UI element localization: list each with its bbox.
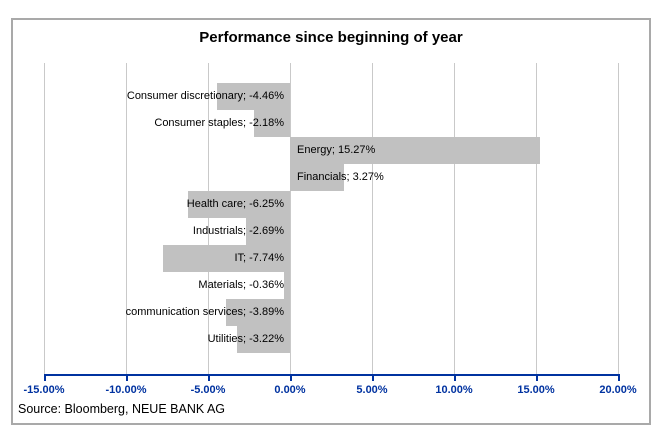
- x-axis-tick: [454, 374, 456, 381]
- chart-bar-consumer-discretionary: [216, 83, 290, 110]
- chart-bar-communication-services: [226, 299, 290, 326]
- gridline: [454, 63, 455, 374]
- x-axis-tick: [44, 374, 46, 381]
- x-axis-tick: [126, 374, 128, 381]
- bar-label: Industrials; -2.69%: [192, 225, 284, 237]
- x-axis-tick: [290, 374, 292, 381]
- chart-bar-financials: [290, 164, 344, 191]
- bar-label: Health care; -6.25%: [186, 198, 284, 210]
- bar-label: Consumer staples; -2.18%: [154, 117, 284, 129]
- source-text: Source: Bloomberg, NEUE BANK AG: [18, 402, 226, 416]
- x-axis-tick-label: 10.00%: [435, 384, 473, 396]
- chart-bar-consumer-staples: [254, 110, 290, 137]
- chart-title: Performance since beginning of year: [199, 29, 463, 46]
- chart-bar-utilities: [237, 326, 290, 353]
- gridline: [290, 63, 291, 374]
- chart-frame: [11, 18, 651, 425]
- x-axis-tick-label: -5.00%: [190, 384, 226, 396]
- bar-label: Consumer discretionary; -4.46%: [126, 90, 284, 102]
- bar-label: Financials; 3.27%: [297, 171, 384, 183]
- x-axis-tick-label: 0.00%: [274, 384, 306, 396]
- gridline: [126, 63, 127, 374]
- x-axis-tick-label: -15.00%: [23, 384, 65, 396]
- gridline: [44, 63, 45, 374]
- gridline: [618, 63, 619, 374]
- gridline: [372, 63, 373, 374]
- chart-bar-industrials: [245, 218, 290, 245]
- bar-label: Energy; 15.27%: [297, 144, 376, 156]
- x-axis-tick-label: 15.00%: [517, 384, 555, 396]
- x-axis-tick-label: -10.00%: [105, 384, 147, 396]
- bar-label: communication services; -3.89%: [125, 306, 284, 318]
- chart-bar-it: [163, 245, 290, 272]
- chart-bar-energy: [290, 137, 541, 164]
- bar-label: IT; -7.74%: [234, 252, 284, 264]
- chart-bar-health-care: [187, 191, 290, 218]
- bar-label: Utilities; -3.22%: [207, 333, 284, 345]
- gridline: [208, 63, 209, 374]
- x-axis-tick: [536, 374, 538, 381]
- x-axis-tick: [372, 374, 374, 381]
- x-axis-line: [44, 374, 620, 376]
- x-axis-tick-label: 5.00%: [356, 384, 388, 396]
- x-axis-tick: [208, 374, 210, 381]
- gridline: [536, 63, 537, 374]
- bar-label: Materials; -0.36%: [198, 279, 284, 291]
- x-axis-tick-label: 20.00%: [599, 384, 637, 396]
- x-axis-tick: [618, 374, 620, 381]
- chart-bar-materials: [284, 272, 290, 299]
